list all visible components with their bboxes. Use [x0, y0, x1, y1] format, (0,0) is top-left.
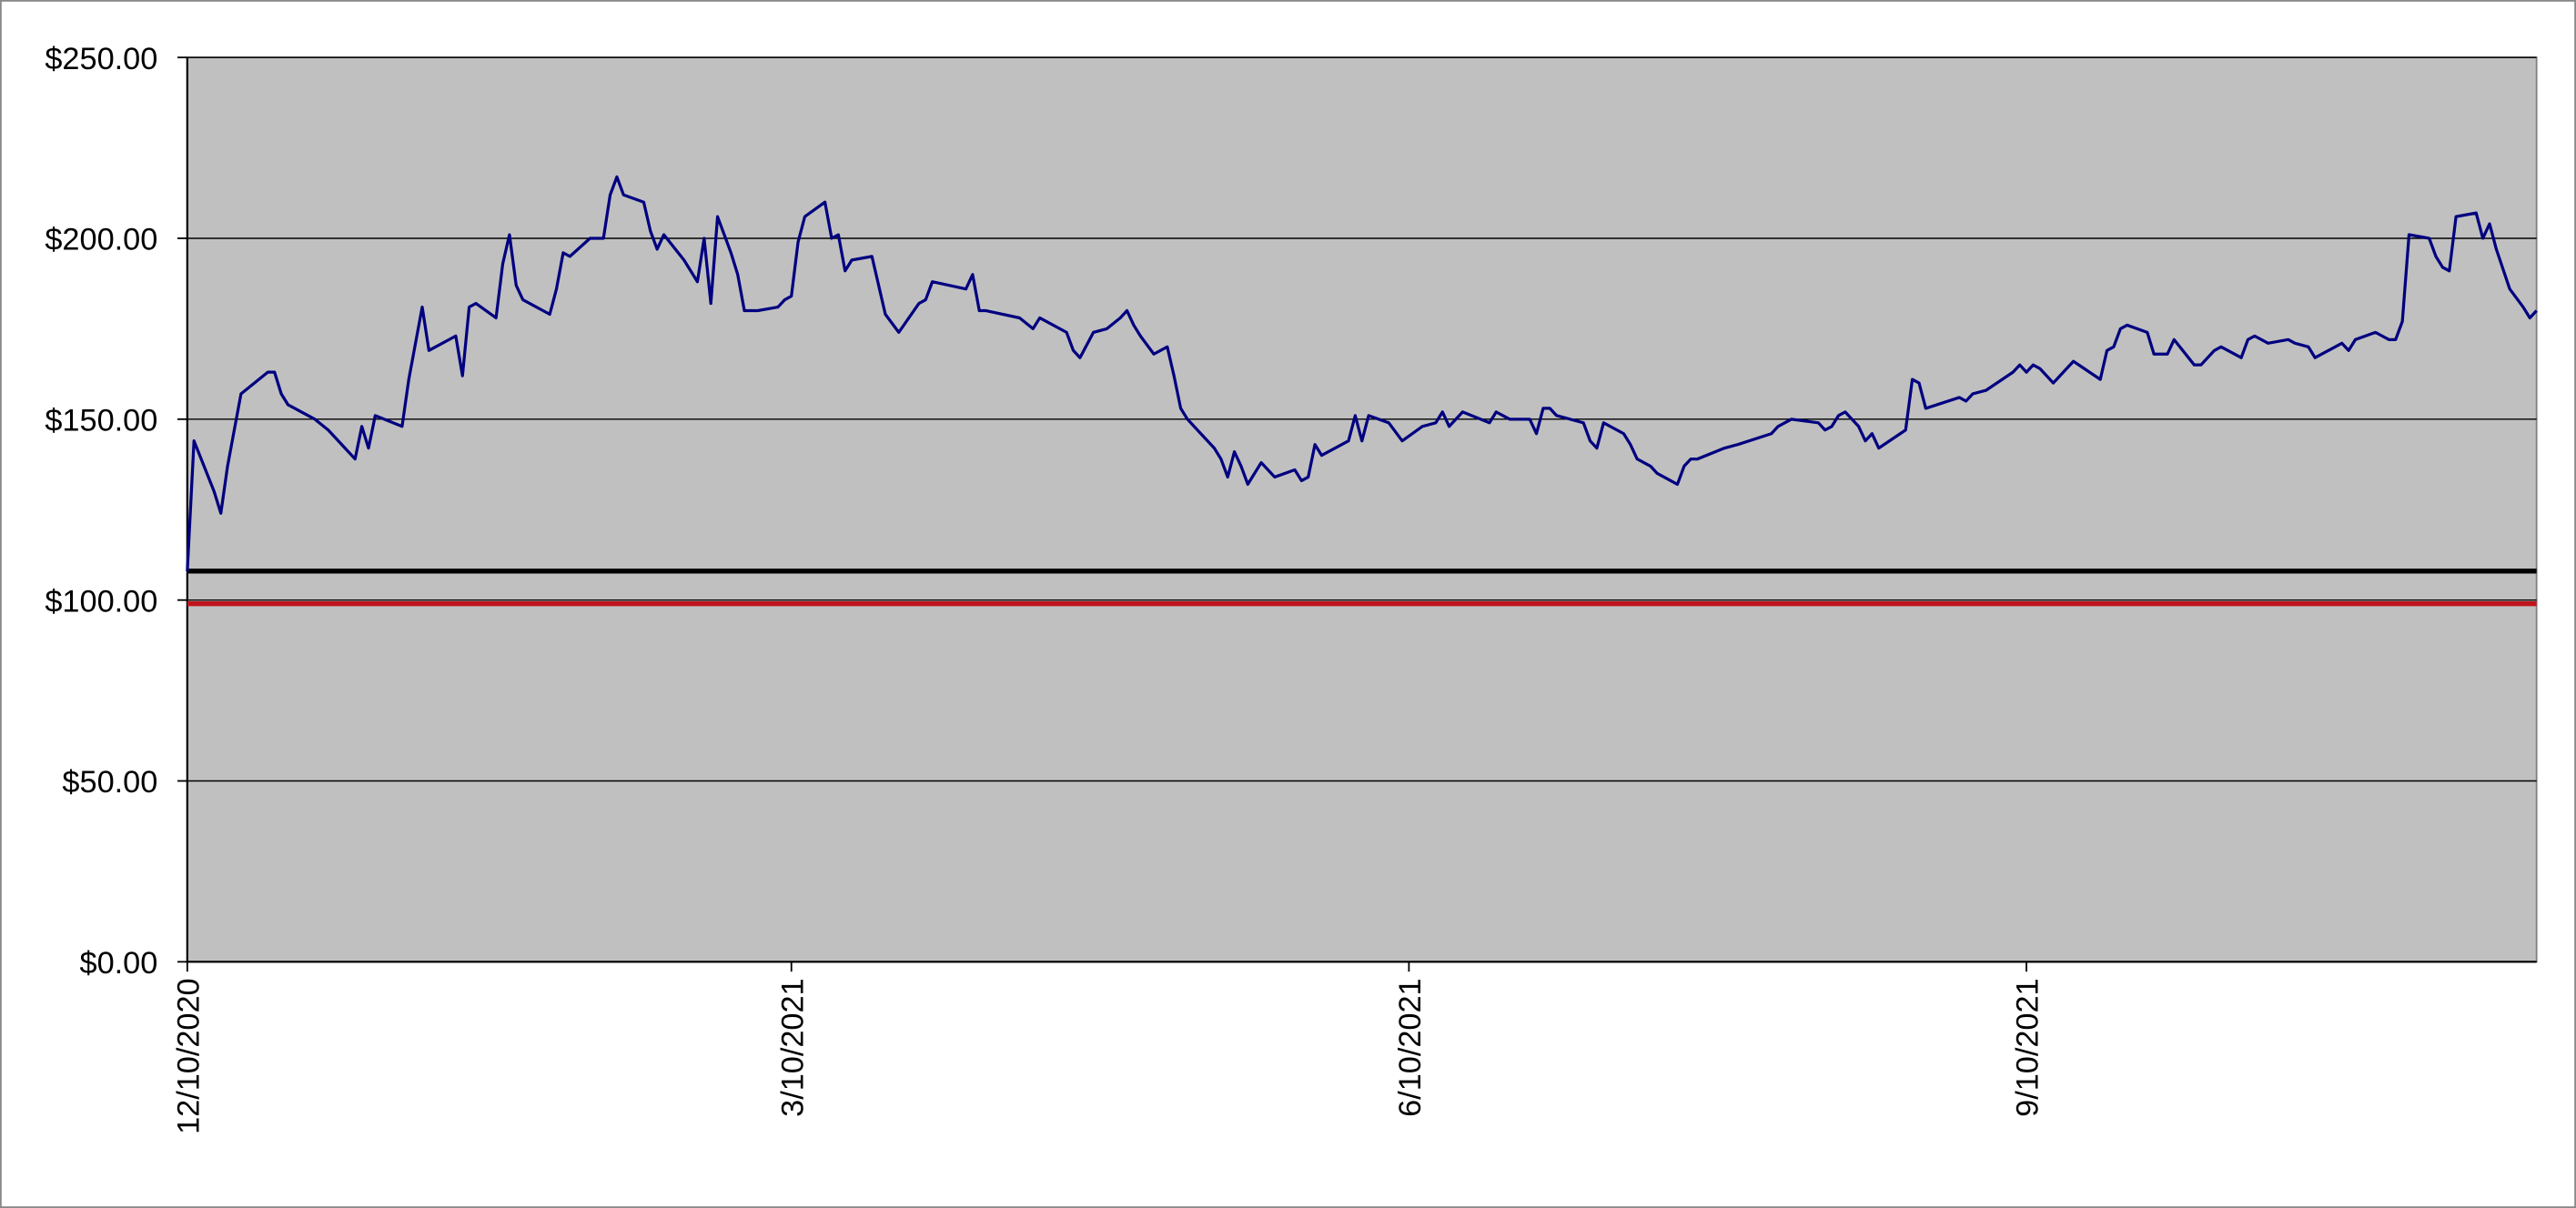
plot-area — [186, 56, 2538, 963]
y-tick-label: $250.00 — [45, 42, 157, 76]
y-tick-label: $50.00 — [62, 765, 157, 800]
x-tick-label: 12/10/2020 — [171, 978, 206, 1134]
y-tick-label: $100.00 — [45, 584, 157, 619]
x-tick-label: 6/10/2021 — [1393, 978, 1428, 1116]
y-tick-label: $0.00 — [80, 946, 158, 981]
y-tick-label: $150.00 — [45, 403, 157, 438]
x-tick-label: 9/10/2021 — [2011, 978, 2046, 1116]
x-tick-label: 3/10/2021 — [775, 978, 810, 1116]
price-line — [186, 175, 2538, 571]
y-tick-label: $200.00 — [45, 223, 157, 257]
